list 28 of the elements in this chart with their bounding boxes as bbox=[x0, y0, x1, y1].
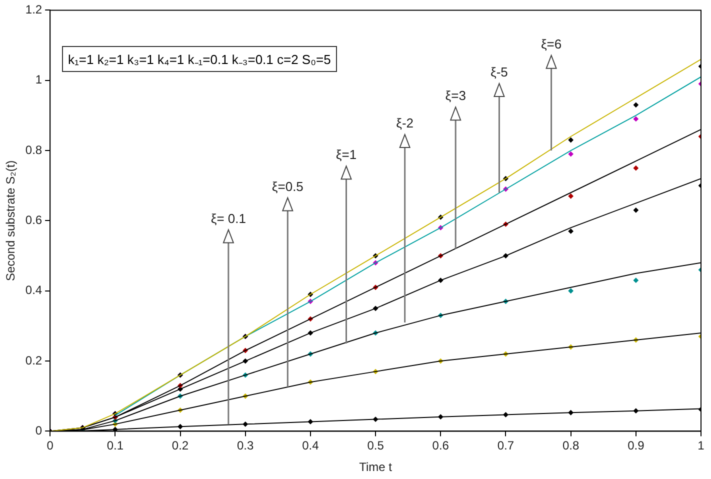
y-tick-label: 0.2 bbox=[25, 353, 42, 368]
x-tick-label: 0.8 bbox=[562, 438, 580, 453]
annotation: ξ=6 bbox=[540, 36, 562, 52]
x-axis-title: Time t bbox=[359, 460, 393, 474]
y-tick-label: 0.6 bbox=[25, 213, 42, 228]
annotation: ξ=1 bbox=[336, 147, 357, 162]
x-tick-label: 0.1 bbox=[106, 438, 124, 453]
y-axis-title: Second substrate S₂(t) bbox=[4, 160, 18, 282]
x-tick-label: 0.2 bbox=[172, 438, 189, 453]
x-tick-label: 0.5 bbox=[367, 438, 384, 453]
annotation: ξ=3 bbox=[445, 88, 466, 104]
x-tick-label: 1 bbox=[698, 438, 705, 453]
x-tick-label: 0.4 bbox=[302, 438, 320, 453]
y-tick-label: 1 bbox=[35, 72, 42, 87]
x-tick-label: 0.7 bbox=[497, 438, 514, 453]
annotation: ξ-2 bbox=[396, 116, 414, 131]
y-tick-label: 0 bbox=[35, 424, 42, 438]
annotation: ξ-5 bbox=[490, 64, 508, 80]
x-tick-label: 0.9 bbox=[628, 438, 645, 453]
x-tick-label: 0.6 bbox=[432, 438, 450, 453]
annotation: ξ= 0.1 bbox=[210, 210, 246, 226]
y-tick-label: 1.2 bbox=[25, 2, 42, 17]
x-tick-label: 0 bbox=[46, 438, 54, 453]
x-tick-label: 0.3 bbox=[237, 438, 254, 453]
y-tick-label: 0.8 bbox=[25, 142, 42, 157]
annotation: ξ=0.5 bbox=[272, 178, 304, 194]
y-tick-label: 0.4 bbox=[25, 283, 42, 298]
annotation: k₁=1 k₂=1 k₃=1 k₄=1 k₋₁=0.1 k₋₃=0.1 c=2 S₀=5 bbox=[62, 46, 337, 72]
